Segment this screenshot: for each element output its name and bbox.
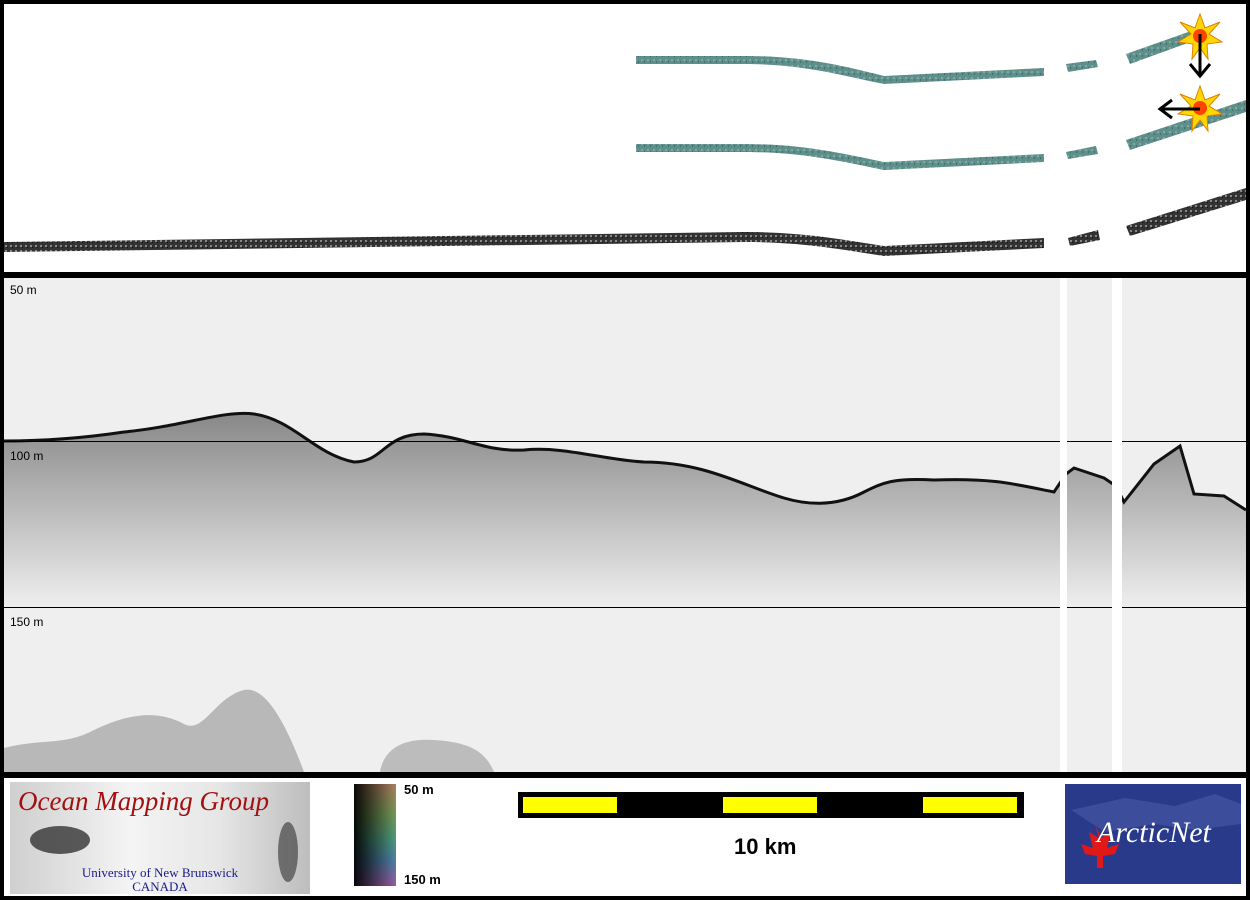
scale-segment-1: [523, 797, 617, 813]
ocean-mapping-group-logo: Ocean Mapping Group University of New Br…: [10, 782, 310, 894]
multiple-reflection-left: [4, 689, 304, 772]
arcticnet-text: ArcticNet: [1097, 816, 1211, 849]
depth-label-50: 50 m: [10, 283, 37, 297]
echogram-panel: 50 m 100 m 150 m: [4, 278, 1246, 772]
maple-leaf-icon: [1071, 794, 1241, 868]
echogram-svg: [4, 411, 1246, 772]
colorbar-top-label: 50 m: [404, 782, 434, 797]
subbottom-shading: [4, 413, 1246, 608]
omg-subtitle: University of New Brunswick CANADA: [80, 866, 240, 894]
arcticnet-logo: ArcticNet: [1065, 784, 1241, 884]
omg-subtitle-line1: University of New Brunswick: [81, 865, 239, 880]
seafloor-reflector: [4, 411, 1246, 512]
scale-bar: [518, 792, 1024, 818]
depth-label-150: 150 m: [10, 615, 44, 629]
arrow-down-icon: [1188, 34, 1212, 79]
depth-label-100: 100 m: [10, 449, 44, 463]
track-map-svg: [4, 12, 1246, 256]
omg-title: Ocean Mapping Group: [18, 786, 269, 816]
swath-track-1-seg2: [1066, 30, 1196, 72]
track-map-panel: [4, 4, 1246, 272]
scale-segment-5: [923, 797, 1017, 813]
data-gap-1: [1060, 278, 1067, 772]
swath-track-2: [636, 144, 1044, 170]
scale-segment-3: [723, 797, 817, 813]
multiple-reflection-mid: [380, 739, 494, 772]
data-gap-2: [1112, 278, 1122, 772]
swath-track-1: [636, 56, 1044, 84]
depth-gridline-100: [4, 441, 1246, 442]
swath-track-2-seg2: [1066, 100, 1246, 159]
colorbar-bottom-label: 150 m: [404, 872, 441, 887]
footer-panel: Ocean Mapping Group University of New Br…: [4, 778, 1246, 896]
scale-label: 10 km: [734, 834, 797, 859]
depth-gridline-150: [4, 607, 1246, 608]
backscatter-track: [4, 232, 1044, 256]
arrow-left-icon: [1157, 98, 1200, 120]
backscatter-track-seg2: [1068, 188, 1246, 246]
omg-ship-graphic: [30, 822, 298, 882]
omg-subtitle-line2: CANADA: [132, 879, 188, 894]
depth-colorbar: [354, 784, 396, 886]
